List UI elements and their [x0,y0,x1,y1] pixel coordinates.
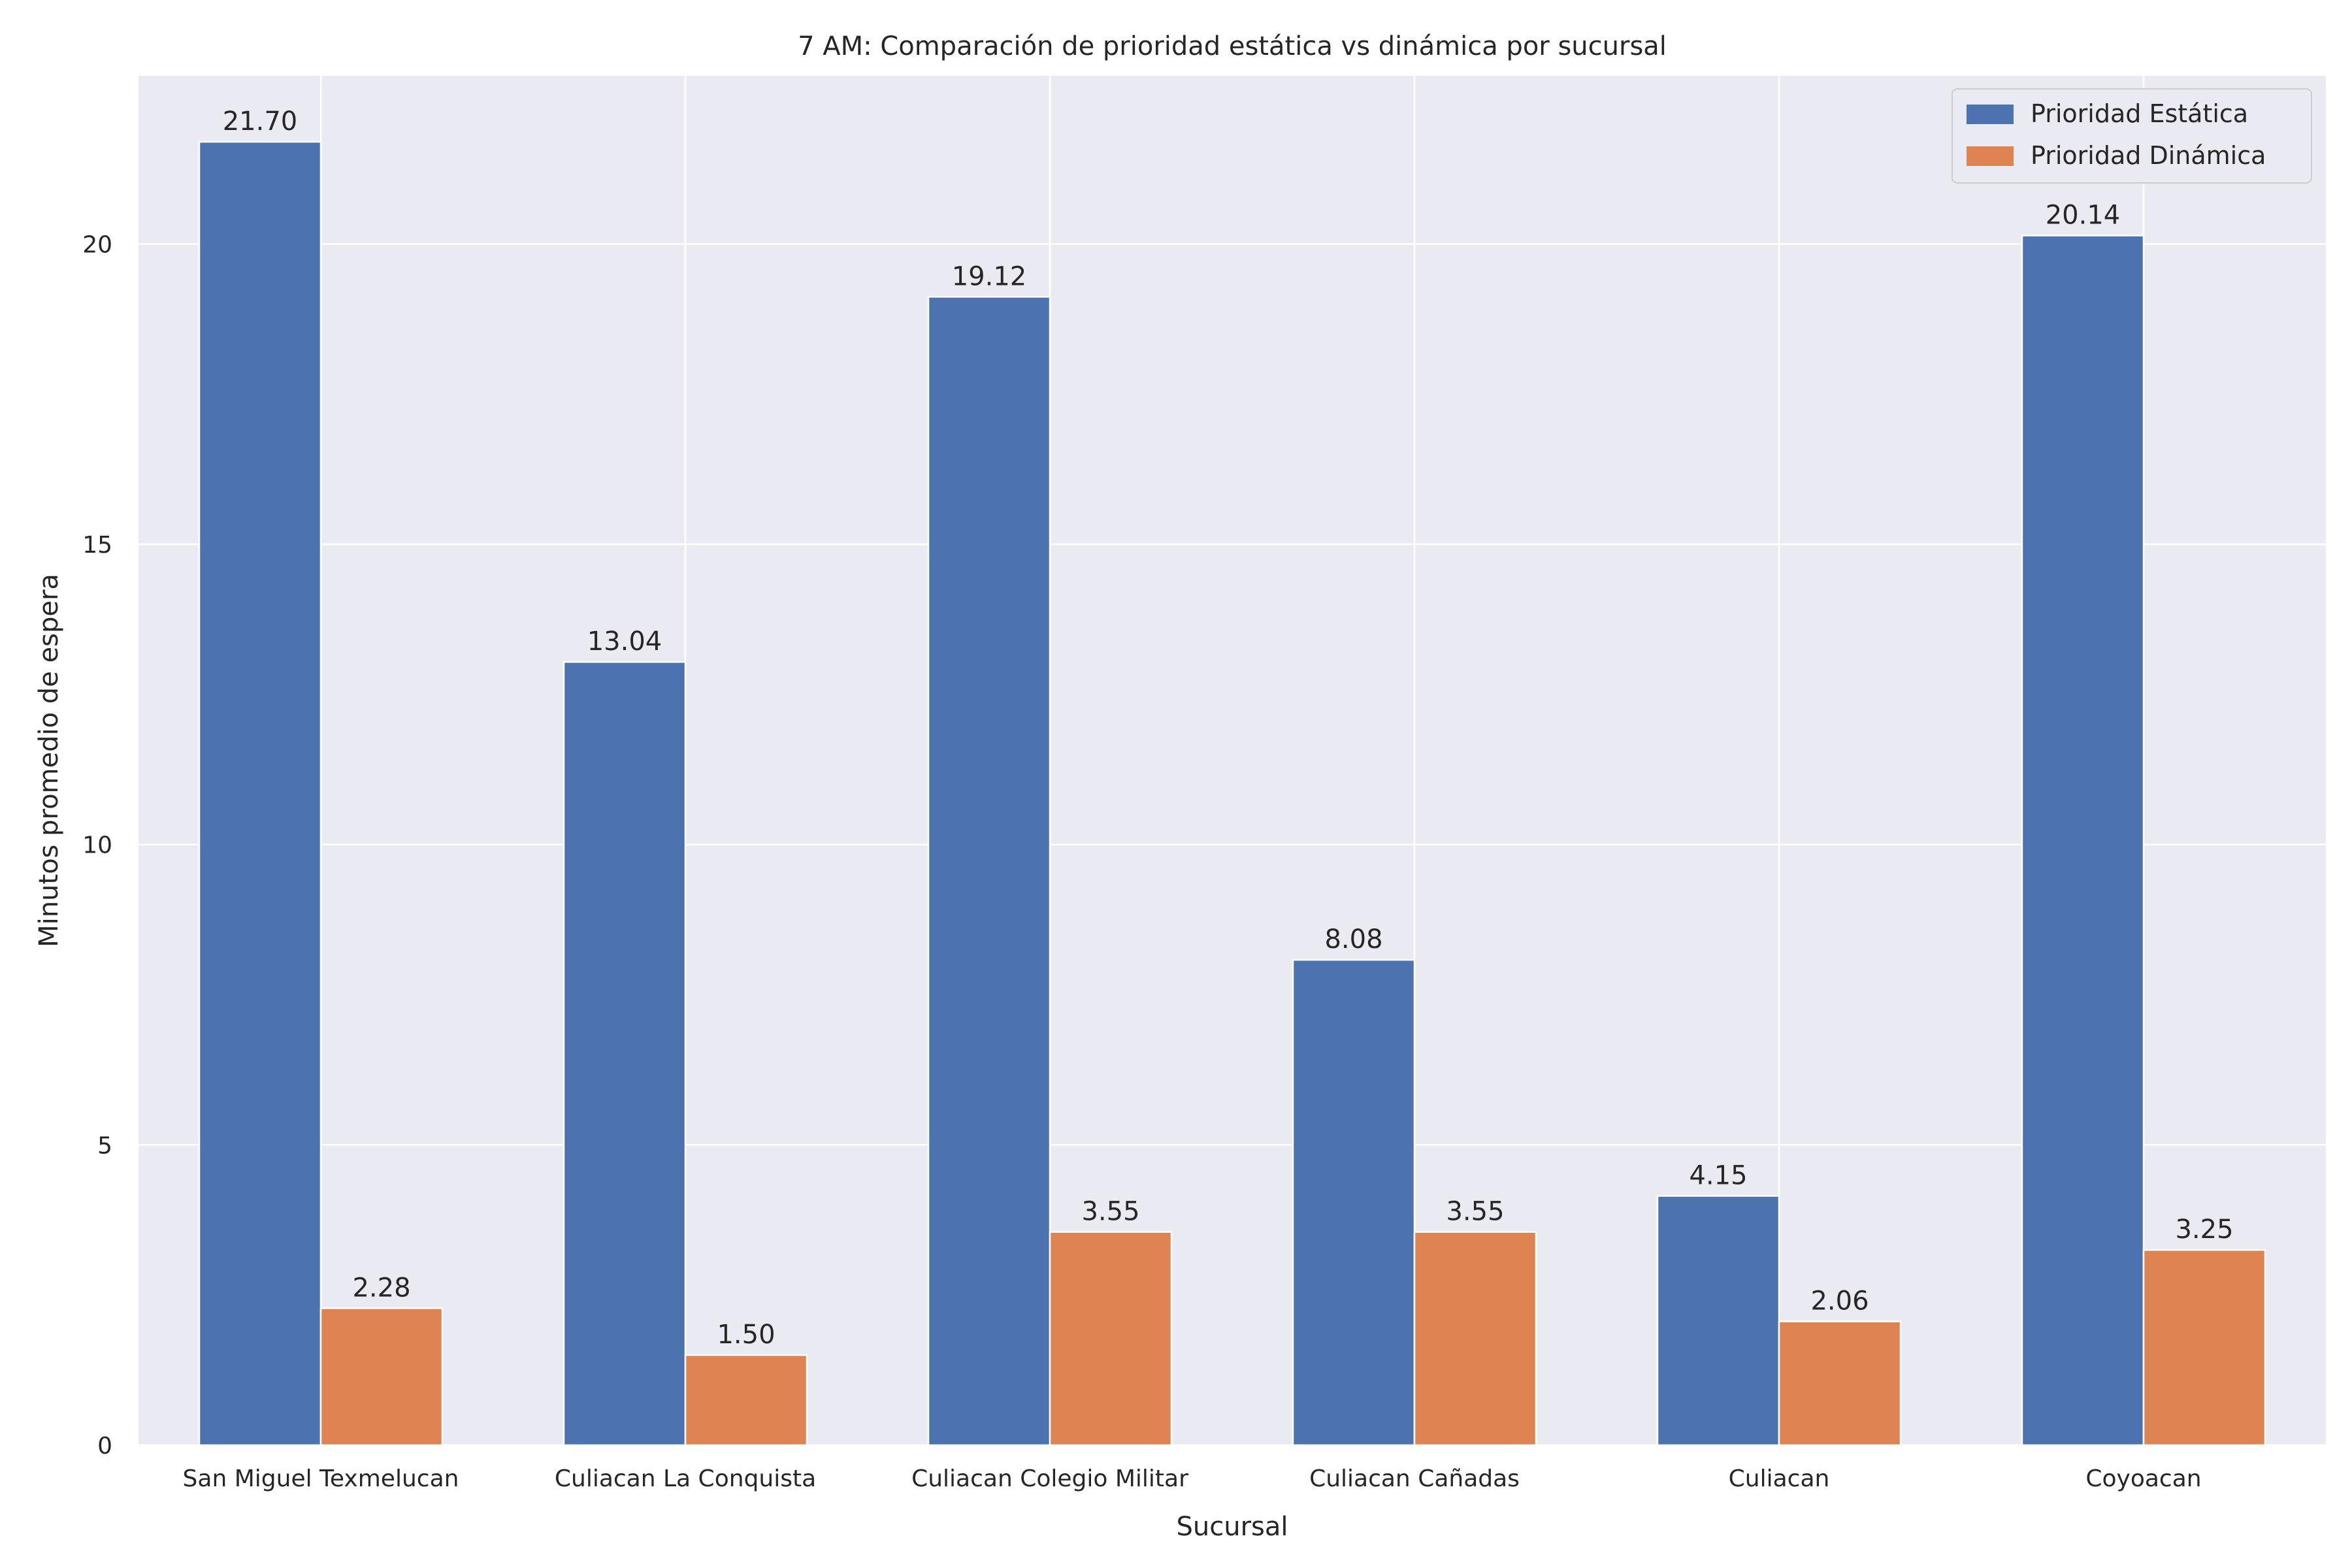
y-axis-ticks: 0 5 10 15 20 [82,231,112,1460]
legend-label: Prioridad Dinámica [2031,141,2266,170]
y-tick-label: 20 [82,231,112,258]
bar-estatica [1292,958,1416,1446]
legend-label: Prioridad Estática [2031,99,2248,128]
bar-dinamica [684,1354,808,1446]
bar-value-label: 3.55 [1446,1197,1504,1227]
bar-dinamica [1413,1231,1537,1446]
x-tick-label: Culiacan Colegio Militar [911,1465,1188,1492]
bar-value-label: 3.55 [1081,1197,1139,1227]
bar-value-label: 4.15 [1689,1160,1747,1190]
y-tick-label: 0 [97,1433,112,1460]
bar-value-label: 3.25 [2175,1215,2233,1245]
x-tick-label: Culiacan La Conquista [555,1465,816,1492]
bar-value-label: 2.28 [352,1273,410,1303]
legend-swatch [1967,146,2014,166]
bar-estatica [1656,1195,1780,1446]
legend-box [1952,88,2312,184]
bar-dinamica [1049,1231,1173,1446]
y-tick-label: 15 [82,532,112,559]
bar-value-label: 13.04 [587,627,662,657]
x-tick-label: Coyoacan [2085,1465,2201,1492]
bar-value-label: 20.14 [2046,201,2121,231]
bars [198,140,2266,1446]
legend: Prioridad Estática Prioridad Dinámica [1952,88,2312,184]
chart-title: 7 AM: Comparación de prioridad estática … [798,31,1667,61]
y-tick-label: 10 [82,832,112,859]
bar-value-label: 1.50 [717,1320,775,1350]
bar-estatica [2021,235,2145,1446]
bar-estatica [198,140,322,1446]
x-axis-label: Sucursal [1177,1512,1288,1542]
bar-value-label: 8.08 [1324,924,1382,955]
bar-dinamica [319,1307,444,1446]
bar-dinamica [1778,1320,1902,1446]
plot-area [139,76,2326,1445]
y-tick-label: 5 [97,1132,112,1159]
data-labels: 21.70 13.04 19.12 8.08 4.15 20.14 2.28 1.50 3.55… [223,106,2234,1350]
y-axis-label: Minutos promedio de espera [34,574,64,947]
bar-value-label: 19.12 [952,261,1027,291]
x-tick-label: Culiacan [1729,1465,1830,1492]
x-tick-label: Culiacan Cañadas [1309,1465,1520,1492]
bar-dinamica [2142,1249,2266,1446]
x-axis-ticks: San Miguel Texmelucan Culiacan La Conquis… [183,1465,2202,1492]
bar-value-label: 21.70 [223,106,298,137]
bar-estatica [927,296,1051,1446]
x-tick-label: San Miguel Texmelucan [183,1465,459,1492]
bar-value-label: 2.06 [1810,1286,1869,1316]
legend-swatch [1967,105,2014,124]
bar-estatica [563,661,687,1446]
